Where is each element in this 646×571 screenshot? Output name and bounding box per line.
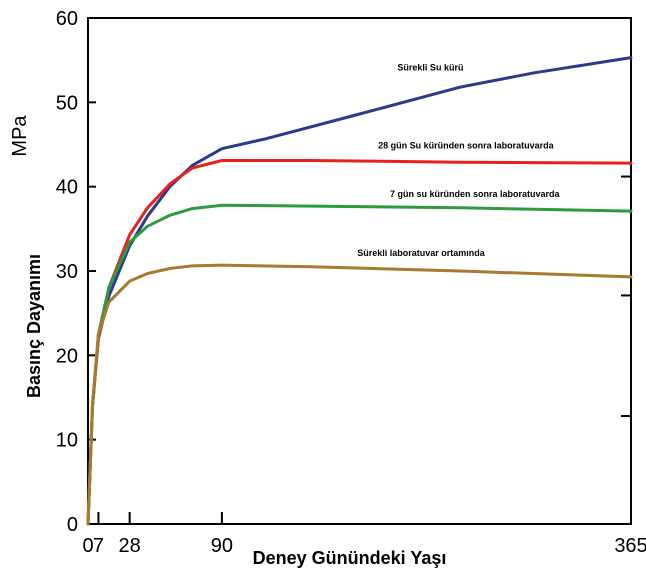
x-axis-title: Deney Günündeki Yaşı <box>253 548 447 568</box>
x-tick-label: 28 <box>119 535 141 557</box>
series-line <box>88 265 631 524</box>
series-annotation: 28 gün Su küründen sonra laboratuvarda <box>378 141 555 151</box>
y-tick-label: 30 <box>56 261 78 283</box>
x-tick-label: 7 <box>93 535 104 557</box>
y-tick-label: 40 <box>56 177 78 199</box>
y-tick-label: 0 <box>67 514 78 536</box>
y-tick-label: 20 <box>56 345 78 367</box>
plot-frame <box>88 18 631 524</box>
series-annotation: Sürekli Su kürü <box>397 62 463 72</box>
x-tick-label: 365 <box>614 535 646 557</box>
x-tick-label: 90 <box>211 535 233 557</box>
y-axis-title: Basınç Dayanımı <box>24 254 44 398</box>
y-tick-label: 60 <box>56 8 78 30</box>
series-annotation: Sürekli laboratuvar ortamında <box>357 248 486 258</box>
y-tick-label: 10 <box>56 430 78 452</box>
y-tick-label: 50 <box>56 92 78 114</box>
series-line <box>88 58 631 524</box>
y-axis-unit: MPa <box>9 115 31 157</box>
series-annotation: 7 gün su küründen sonra laboratuvarda <box>390 189 561 199</box>
